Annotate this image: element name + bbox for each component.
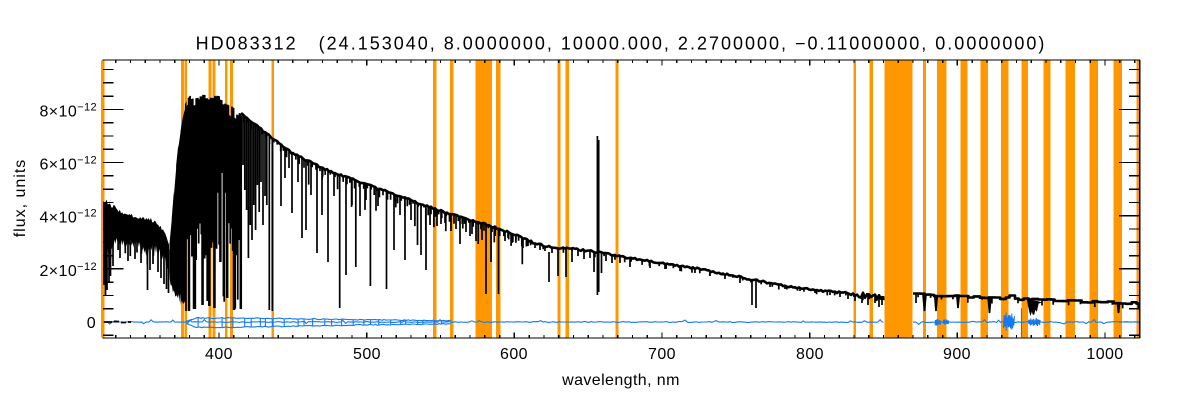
svg-text:600: 600 — [500, 346, 528, 363]
svg-text:wavelength, nm: wavelength, nm — [561, 372, 680, 389]
svg-text:900: 900 — [943, 346, 971, 363]
svg-text:500: 500 — [353, 346, 381, 363]
svg-text:flux, units: flux, units — [12, 159, 29, 238]
svg-text:1000: 1000 — [1086, 346, 1123, 363]
svg-text:400: 400 — [205, 346, 233, 363]
svg-text:700: 700 — [648, 346, 676, 363]
svg-text:0: 0 — [87, 315, 96, 332]
svg-text:HD083312 (24.153040, 8.00000: HD083312 (24.153040, 8.0000000, 10000.00… — [196, 34, 1047, 54]
svg-text:800: 800 — [796, 346, 824, 363]
